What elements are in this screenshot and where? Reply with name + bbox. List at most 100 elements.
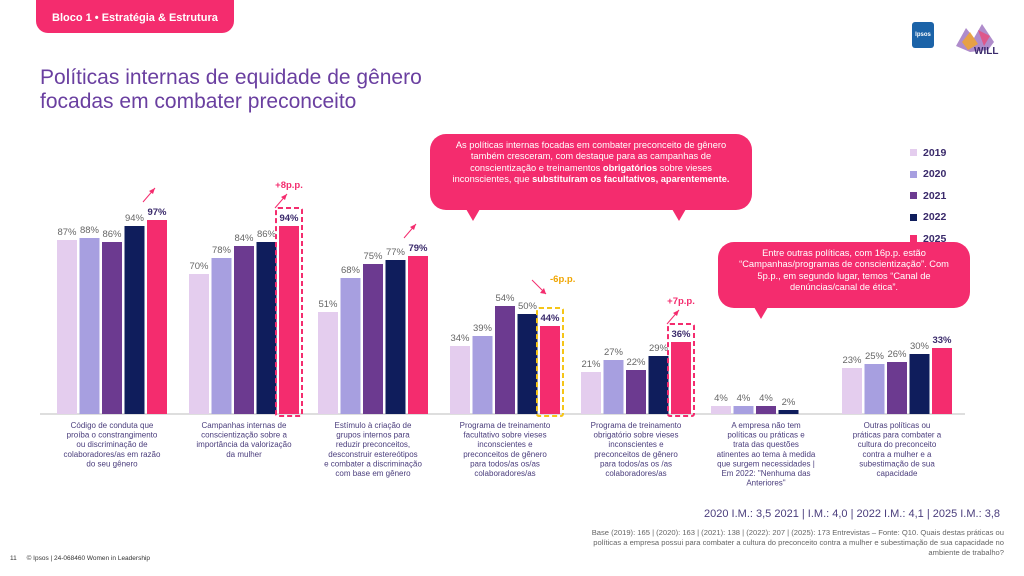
category-label-line: conscientização sobre a xyxy=(201,431,287,440)
bar-2021 xyxy=(102,242,122,414)
category-label: Programa de treinamento facultativo sobre… xyxy=(460,421,551,478)
category-label-line: cultura do preconceito xyxy=(858,440,937,449)
bar-2022 xyxy=(778,410,799,414)
bar-2021 xyxy=(495,306,515,414)
bar-2019 xyxy=(189,274,209,414)
category-label-line: contra a mulher e a xyxy=(863,450,932,459)
data-label: 77% xyxy=(386,247,406,258)
bar-2022 xyxy=(256,242,277,414)
data-label: 50% xyxy=(518,301,538,312)
data-label: 39% xyxy=(473,323,493,334)
footer: 11 © Ipsos | 24-068460 Women in Leadersh… xyxy=(10,555,158,562)
data-label: 44% xyxy=(540,313,560,324)
data-label: 29% xyxy=(649,343,669,354)
category-label-line: Outras políticas ou xyxy=(864,421,931,430)
bar-2020 xyxy=(472,336,493,414)
callout-first-text-2: sobre vieses inconscientes, que xyxy=(452,162,712,185)
legend-label: 2020 xyxy=(923,168,947,181)
legend-swatch xyxy=(910,213,917,221)
category-label-line: inconscientes e xyxy=(608,440,664,449)
bar-2021 xyxy=(234,246,254,414)
bar-2025 xyxy=(147,220,167,414)
change-annotation: +7p.p. xyxy=(667,296,695,307)
bar-2019 xyxy=(318,312,338,414)
legend-item: 2025 xyxy=(910,228,980,250)
category-label-line: inconscientes e xyxy=(477,440,533,449)
category-label-line: Estímulo à criação de xyxy=(335,421,412,430)
page-title: Políticas internas de equidade de gênero… xyxy=(40,66,560,114)
callout-first-bold-2: substituíram os facultativos, aparenteme… xyxy=(532,174,730,185)
callout-tail-left xyxy=(466,209,480,221)
highlight-box xyxy=(536,307,564,417)
will-logo: WILL xyxy=(948,16,1004,60)
callout-bubble-first: As políticas internas focadas em combate… xyxy=(430,134,752,221)
bar-2019 xyxy=(57,240,77,414)
legend-swatch xyxy=(910,170,917,178)
bar-2025 xyxy=(932,348,952,414)
legend-item: 2022 xyxy=(910,207,980,229)
legend-label: 2022 xyxy=(923,211,947,224)
category-label-line: Em 2022: "Nenhuma das xyxy=(721,469,810,478)
bar-2025 xyxy=(279,226,299,414)
bar-2025 xyxy=(408,256,428,414)
category-label-line: obrigatório sobre vieses xyxy=(594,431,679,440)
bar-2025 xyxy=(671,342,691,414)
data-label: 22% xyxy=(626,357,646,368)
change-annotation: +8p.p. xyxy=(275,180,303,191)
data-label: 2% xyxy=(782,397,796,408)
category-label-line: preconceitos de gênero xyxy=(463,450,547,459)
trend-arrow-head xyxy=(673,310,679,316)
category-label-line: Anteriores" xyxy=(746,479,785,488)
data-label: 4% xyxy=(759,393,773,404)
bar-2022 xyxy=(385,260,406,414)
page-number: 11 xyxy=(10,555,17,562)
category-label-line: colaboradores/as em razão xyxy=(64,450,161,459)
bar-2019 xyxy=(581,372,601,414)
bar-2021 xyxy=(626,370,646,414)
change-annotation: -6p.p. xyxy=(550,274,575,285)
category-label-line: subestimação de sua xyxy=(859,459,935,468)
highlight-box xyxy=(275,207,303,417)
category-label-line: políticas ou práticas e xyxy=(727,431,805,440)
index-summary: 2020 I.M.: 3,5 2021 | I.M.: 4,0 | 2022 I… xyxy=(704,508,1000,520)
bar-2021 xyxy=(756,406,776,414)
bar-2020 xyxy=(211,258,232,414)
highlight-box xyxy=(667,323,695,417)
bar-2022 xyxy=(909,354,930,414)
callout-tail-right xyxy=(672,209,686,221)
bar-2025 xyxy=(540,326,560,414)
data-label: 54% xyxy=(495,293,515,304)
callout-bubble-second: Entre outras políticas, com 16p.p. estão… xyxy=(718,242,970,319)
data-label: 4% xyxy=(737,393,751,404)
bar-2019 xyxy=(450,346,470,414)
data-label: 27% xyxy=(604,347,624,358)
category-label: Programa de treinamento obrigatório sobre… xyxy=(591,421,682,478)
data-label: 94% xyxy=(279,213,299,224)
legend-label: 2019 xyxy=(923,146,947,159)
category-label-line: grupos internos para xyxy=(336,431,410,440)
callout-second-text: Entre outras políticas, com 16p.p. estão… xyxy=(739,248,949,293)
category-label-line: Campanhas internas de xyxy=(202,421,287,430)
data-label: 33% xyxy=(932,335,952,346)
bar-2019 xyxy=(842,368,862,414)
bar-2020 xyxy=(340,278,361,414)
copyright: © Ipsos | 24-068460 Women in Leadership xyxy=(26,555,150,562)
data-label: 23% xyxy=(842,355,862,366)
data-label: 94% xyxy=(125,213,145,224)
category-label-line: preconceitos de gênero xyxy=(594,450,678,459)
category-label-line: que surgem necessidades | xyxy=(717,459,815,468)
data-label: 36% xyxy=(671,329,691,340)
bar-2022 xyxy=(648,356,669,414)
trend-arrow-head-down xyxy=(540,288,546,294)
data-label: 87% xyxy=(57,227,77,238)
category-label-line: Programa de treinamento xyxy=(460,421,551,430)
data-label: 88% xyxy=(80,225,100,236)
data-label: 84% xyxy=(234,233,254,244)
category-label-line: trata das questões xyxy=(733,440,799,449)
category-label-line: do seu gênero xyxy=(86,459,138,468)
ipsos-logo: Ipsos xyxy=(912,22,934,48)
legend-item: 2021 xyxy=(910,185,980,207)
data-label: 70% xyxy=(189,261,209,272)
category-label-line: proíba o constrangimento xyxy=(67,431,158,440)
